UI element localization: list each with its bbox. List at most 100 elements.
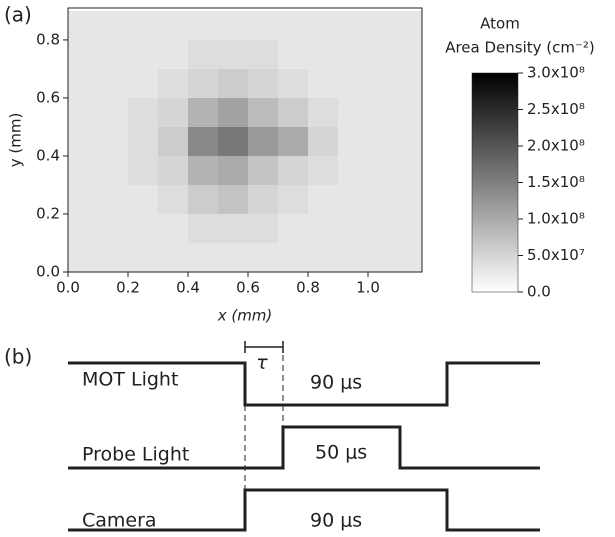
heatmap-cell	[218, 98, 248, 127]
heatmap-cell	[158, 69, 188, 98]
heatmap-cell	[128, 69, 158, 98]
colorbar-tick-label: 1.5x10⁸	[527, 173, 585, 191]
heatmap-cell	[338, 69, 368, 98]
heatmap-cell	[248, 156, 278, 185]
x-tick-label: 0.8	[296, 279, 320, 297]
heatmap-cell	[338, 185, 368, 214]
signal-label: Probe Light	[82, 444, 189, 466]
colorbar-tick-label: 2.5x10⁸	[527, 100, 585, 118]
colorbar-tick-label: 5.0x10⁷	[527, 246, 585, 264]
heatmap-cell	[398, 185, 422, 214]
heatmap-cell	[368, 98, 398, 127]
heatmap-cell	[278, 214, 308, 243]
heatmap-cell	[338, 243, 368, 272]
heatmap-cell	[368, 243, 398, 272]
duration-label: 50 μs	[315, 442, 367, 464]
heatmap-cell	[98, 40, 128, 69]
heatmap-cell	[188, 156, 218, 185]
heatmap-cell	[398, 40, 422, 69]
heatmap-cell	[338, 214, 368, 243]
heatmap-cell	[248, 40, 278, 69]
heatmap-cell	[248, 127, 278, 156]
heatmap-cell	[278, 127, 308, 156]
heatmap-cell	[218, 127, 248, 156]
heatmap-cell	[398, 98, 422, 127]
colorbar-title: Area Density (cm⁻²)	[445, 39, 595, 57]
duration-label: 90 μs	[310, 510, 362, 532]
y-tick-label: 0.8	[36, 30, 60, 48]
heatmap-cell	[188, 127, 218, 156]
heatmap-cell	[68, 11, 98, 40]
heatmap-cell	[248, 214, 278, 243]
heatmap-cell	[158, 156, 188, 185]
heatmap-cell	[338, 11, 368, 40]
heatmap-cell	[338, 98, 368, 127]
heatmap-cell	[128, 214, 158, 243]
heatmap-cell	[368, 214, 398, 243]
colorbar-tick-label: 2.0x10⁸	[527, 137, 585, 155]
heatmap-cell	[308, 214, 338, 243]
heatmap-cell	[128, 185, 158, 214]
colorbar-tick-label: 0.0	[527, 283, 551, 301]
heatmap-cell	[158, 11, 188, 40]
heatmap-cell	[338, 40, 368, 69]
heatmap-cell	[68, 127, 98, 156]
colorbar-tick-label: 3.0x10⁸	[527, 64, 585, 82]
heatmap-cell	[278, 98, 308, 127]
heatmap-cell	[218, 40, 248, 69]
heatmap-cell	[338, 156, 368, 185]
x-tick-label: 1.0	[356, 279, 380, 297]
heatmap-cell	[188, 11, 218, 40]
x-tick-label: 0.0	[56, 279, 80, 297]
heatmap-cell	[98, 214, 128, 243]
y-tick-label: 0.4	[36, 146, 60, 164]
heatmap-cell	[308, 185, 338, 214]
heatmap-cell	[188, 69, 218, 98]
heatmap-cell	[128, 98, 158, 127]
heatmap-cell	[308, 156, 338, 185]
heatmap-cell	[338, 127, 368, 156]
heatmap-cell	[98, 69, 128, 98]
heatmap-cell	[308, 11, 338, 40]
heatmap-cell	[158, 243, 188, 272]
heatmap-cell	[68, 69, 98, 98]
heatmap-cell	[278, 40, 308, 69]
y-tick-label: 0.2	[36, 204, 60, 222]
duration-label: 90 μs	[310, 372, 362, 394]
heatmap-cell	[398, 127, 422, 156]
heatmap-cell	[368, 40, 398, 69]
heatmap-cell	[278, 156, 308, 185]
heatmap-cell	[188, 214, 218, 243]
heatmap-cell	[188, 98, 218, 127]
signal-label: Camera	[82, 510, 157, 532]
heatmap-cell	[278, 185, 308, 214]
heatmap-cell	[128, 127, 158, 156]
heatmap-cell	[68, 214, 98, 243]
heatmap-cell	[158, 214, 188, 243]
heatmap-cell	[308, 127, 338, 156]
y-tick-label: 0.6	[36, 88, 60, 106]
heatmap-cell	[98, 127, 128, 156]
heatmap-cell	[158, 40, 188, 69]
colorbar-tick-label: 1.0x10⁸	[527, 210, 585, 228]
heatmap-cell	[218, 69, 248, 98]
heatmap-cell	[308, 69, 338, 98]
heatmap-cell	[218, 11, 248, 40]
heatmap-cell	[278, 243, 308, 272]
heatmap-cell	[368, 127, 398, 156]
heatmap-cell	[98, 156, 128, 185]
heatmap-cell	[398, 214, 422, 243]
heatmap-cell	[98, 243, 128, 272]
heatmap-cell	[68, 98, 98, 127]
heatmap-cell	[398, 11, 422, 40]
heatmap-cell	[248, 98, 278, 127]
x-tick-label: 0.6	[236, 279, 260, 297]
heatmap-cell	[128, 40, 158, 69]
heatmap-cell	[68, 40, 98, 69]
heatmap-cell	[248, 11, 278, 40]
heatmap-cell	[188, 243, 218, 272]
heatmap-cell	[188, 185, 218, 214]
heatmap-cell	[398, 69, 422, 98]
heatmap-cell	[368, 185, 398, 214]
heatmap-cell	[98, 11, 128, 40]
